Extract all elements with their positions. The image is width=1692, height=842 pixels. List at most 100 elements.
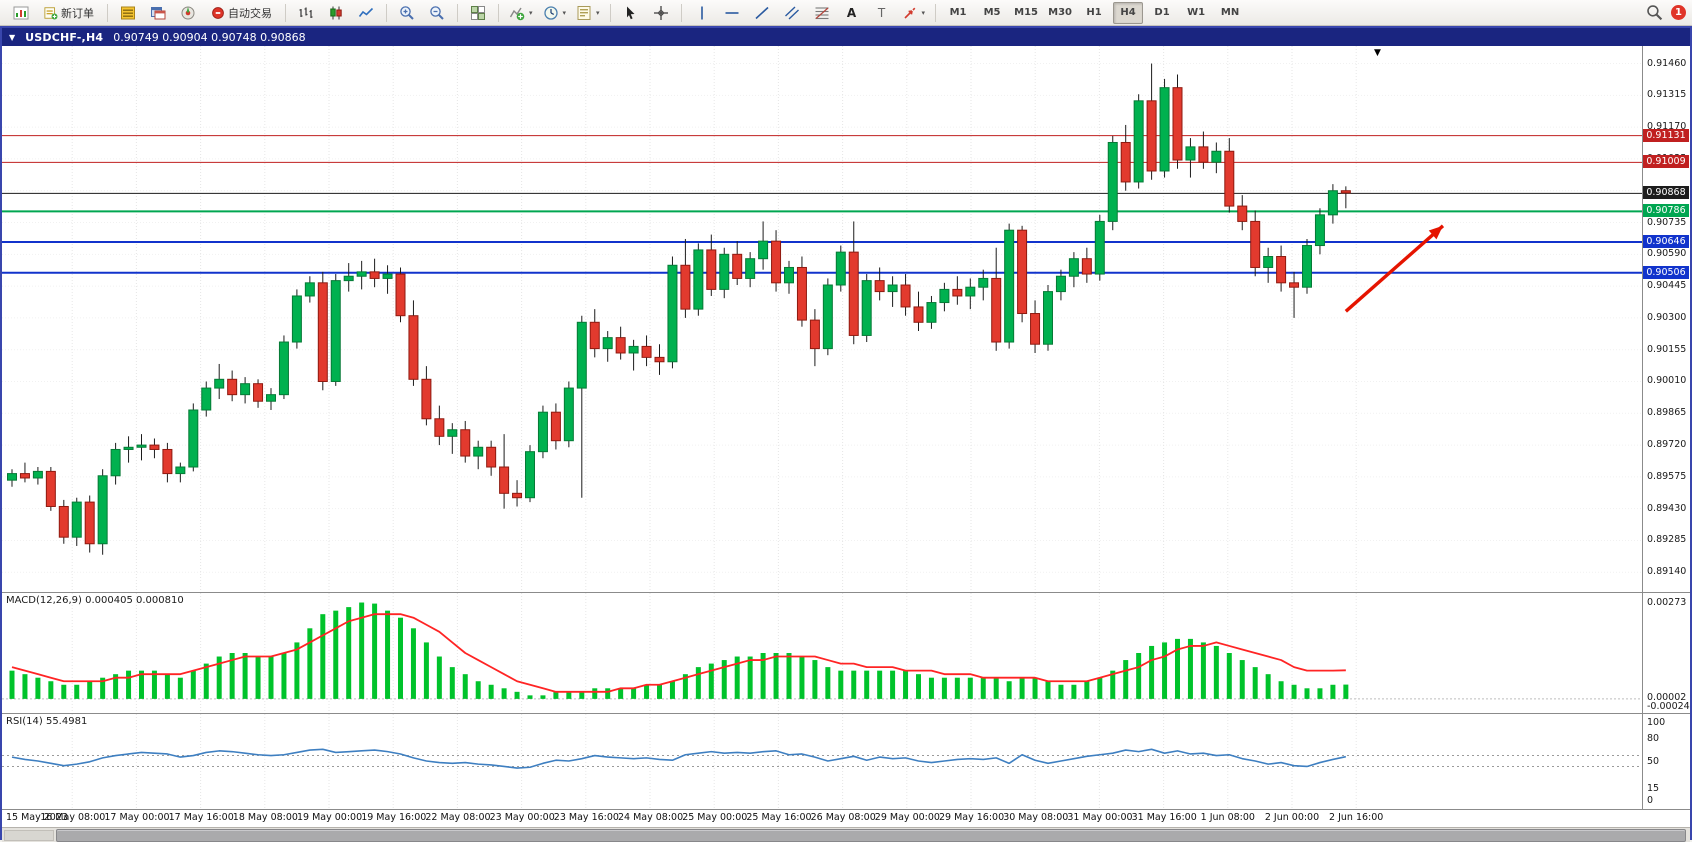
zoom-in-button[interactable] <box>394 2 420 24</box>
price-axis-label: 0.89430 <box>1647 502 1687 514</box>
price-level-badge: 0.91131 <box>1643 128 1689 142</box>
price-axis-label: 0 <box>1647 795 1654 806</box>
channel-button[interactable] <box>779 2 805 24</box>
zoom-out-button[interactable] <box>424 2 450 24</box>
scrollbar-track-start <box>4 830 54 841</box>
timeframe-h1-button[interactable]: H1 <box>1086 7 1102 18</box>
tile-windows-button[interactable] <box>465 2 491 24</box>
candlestick-chart-icon <box>330 6 342 19</box>
price-axis-label: 0.89575 <box>1647 470 1687 482</box>
macd-axis[interactable]: 0.00273 0.00002 -0.00024 <box>1642 593 1690 713</box>
fibonacci-button[interactable] <box>809 2 835 24</box>
time-axis-label: 15 May 2023 <box>6 812 68 823</box>
rsi-chart <box>2 714 1642 809</box>
toolbar-separator <box>498 3 499 22</box>
price-axis-label: 0.89140 <box>1647 566 1687 578</box>
price-axis-label: -0.00024 <box>1647 701 1690 713</box>
cursor-button[interactable] <box>618 2 644 24</box>
timeframe-w1-button[interactable]: W1 <box>1187 7 1206 18</box>
chart-window: ▼ USDCHF-,H4 0.90749 0.90904 0.90748 0.9… <box>0 26 1692 842</box>
text-button[interactable]: A <box>846 5 857 20</box>
line-chart-button[interactable] <box>353 2 379 24</box>
market-watch-icon <box>121 6 135 19</box>
templates-button[interactable]: ▾ <box>573 2 603 24</box>
vertical-line-icon <box>700 6 703 19</box>
horizontal-line-icon <box>725 11 739 14</box>
timeframe-m30-button[interactable]: M30 <box>1048 7 1072 18</box>
time-axis-label: 29 May 16:00 <box>939 812 1005 823</box>
chevron-down-icon: ▾ <box>596 8 600 17</box>
rsi-axis[interactable]: 100 80 50 15 0 <box>1642 714 1690 809</box>
arrows-icon <box>903 7 915 19</box>
price-axis-label: 0.90300 <box>1647 311 1687 323</box>
timeframe-m15-button[interactable]: M15 <box>1014 7 1038 18</box>
indicators-icon <box>509 7 525 20</box>
time-axis-label: 19 May 16:00 <box>361 812 427 823</box>
time-axis-label: 24 May 08:00 <box>618 812 684 823</box>
toolbar-separator <box>680 3 682 22</box>
price-axis-label: 0.89865 <box>1647 407 1687 419</box>
fibonacci-icon <box>815 6 829 19</box>
crosshair-button[interactable] <box>648 2 674 24</box>
candlestick-chart <box>2 46 1642 592</box>
candles-group <box>7 63 1351 555</box>
chart-title-bar: ▼ USDCHF-,H4 0.90749 0.90904 0.90748 0.9… <box>2 28 1690 46</box>
timeframe-h4-button[interactable]: H4 <box>1113 1 1144 24</box>
data-window-icon <box>151 6 166 19</box>
price-level-badge: 0.90786 <box>1643 204 1689 218</box>
timeframe-m5-button[interactable]: M5 <box>983 7 1001 18</box>
scrollbar-thumb[interactable] <box>56 829 1686 842</box>
timeframe-m1-button[interactable]: M1 <box>949 7 967 18</box>
navigator-icon <box>181 6 195 19</box>
market-watch-button[interactable] <box>115 2 141 24</box>
text-label-button[interactable]: T <box>877 5 886 20</box>
macd-plot[interactable]: MACD(12,26,9) 0.000405 0.000810 <box>2 593 1642 713</box>
bar-chart-button[interactable] <box>293 2 319 24</box>
chevron-down-icon: ▾ <box>562 8 567 17</box>
trendline-button[interactable] <box>749 2 775 24</box>
candlestick-chart-button[interactable] <box>323 2 349 24</box>
price-level-badge: 0.90868 <box>1643 186 1689 200</box>
rsi-plot[interactable]: RSI(14) 55.4981 <box>2 714 1642 809</box>
price-level-badge: 0.90646 <box>1643 235 1689 249</box>
search-icon[interactable] <box>1646 4 1663 21</box>
periods-button[interactable]: ▾ <box>540 2 570 24</box>
price-axis[interactable]: 0.914600.913150.911700.910250.908800.907… <box>1642 46 1690 592</box>
time-axis-label: 19 May 00:00 <box>297 812 363 823</box>
timeframe-mn-button[interactable]: MN <box>1220 7 1240 18</box>
vertical-line-button[interactable] <box>689 2 715 24</box>
new-chart-button[interactable] <box>8 2 34 24</box>
navigator-button[interactable] <box>175 2 201 24</box>
price-axis-label: 0.90155 <box>1647 343 1687 355</box>
time-axis-label: 30 May 08:00 <box>1003 812 1069 823</box>
price-axis-label: 0.91315 <box>1647 89 1687 101</box>
toolbar-separator <box>935 3 937 22</box>
horizontal-scrollbar[interactable] <box>2 827 1690 842</box>
time-axis-label: 23 May 00:00 <box>489 812 555 823</box>
arrows-button[interactable]: ▾ <box>899 2 929 24</box>
time-axis[interactable]: 15 May 2023 16 May 08:00 17 May 00:00 17 Ma… <box>2 809 1690 827</box>
chart-symbol-title: USDCHF-,H4 <box>25 30 104 44</box>
price-axis-label: 0.91460 <box>1647 57 1687 69</box>
price-axis-label: 15 <box>1647 783 1660 795</box>
toolbar-separator <box>285 3 286 22</box>
indicators-button[interactable]: ▾ <box>506 2 536 24</box>
templates-icon <box>577 5 591 20</box>
price-chart-plot[interactable]: ▼ <box>2 46 1642 592</box>
data-window-button[interactable] <box>145 2 171 24</box>
time-axis-label: 16 May 08:00 <box>40 812 106 823</box>
price-axis-label: 100 <box>1647 717 1666 728</box>
new-order-button[interactable]: 新订单 <box>38 2 100 24</box>
notification-badge[interactable]: 1 <box>1671 5 1686 20</box>
chart-dropdown-arrow-icon[interactable]: ▼ <box>1374 48 1381 58</box>
chart-ohlc-values: 0.90749 0.90904 0.90748 0.90868 <box>113 30 306 44</box>
time-axis-label: 25 May 16:00 <box>746 812 812 823</box>
horizontal-line-button[interactable] <box>719 2 745 24</box>
chevron-down-icon: ▾ <box>529 8 533 17</box>
toolbar-separator <box>386 3 387 22</box>
timeframe-d1-button[interactable]: D1 <box>1154 7 1170 18</box>
price-level-badge: 0.91009 <box>1643 155 1689 169</box>
auto-trading-button[interactable]: 自动交易 <box>205 2 278 24</box>
collapse-arrow-icon[interactable]: ▼ <box>9 32 16 42</box>
new-chart-icon <box>13 6 29 19</box>
